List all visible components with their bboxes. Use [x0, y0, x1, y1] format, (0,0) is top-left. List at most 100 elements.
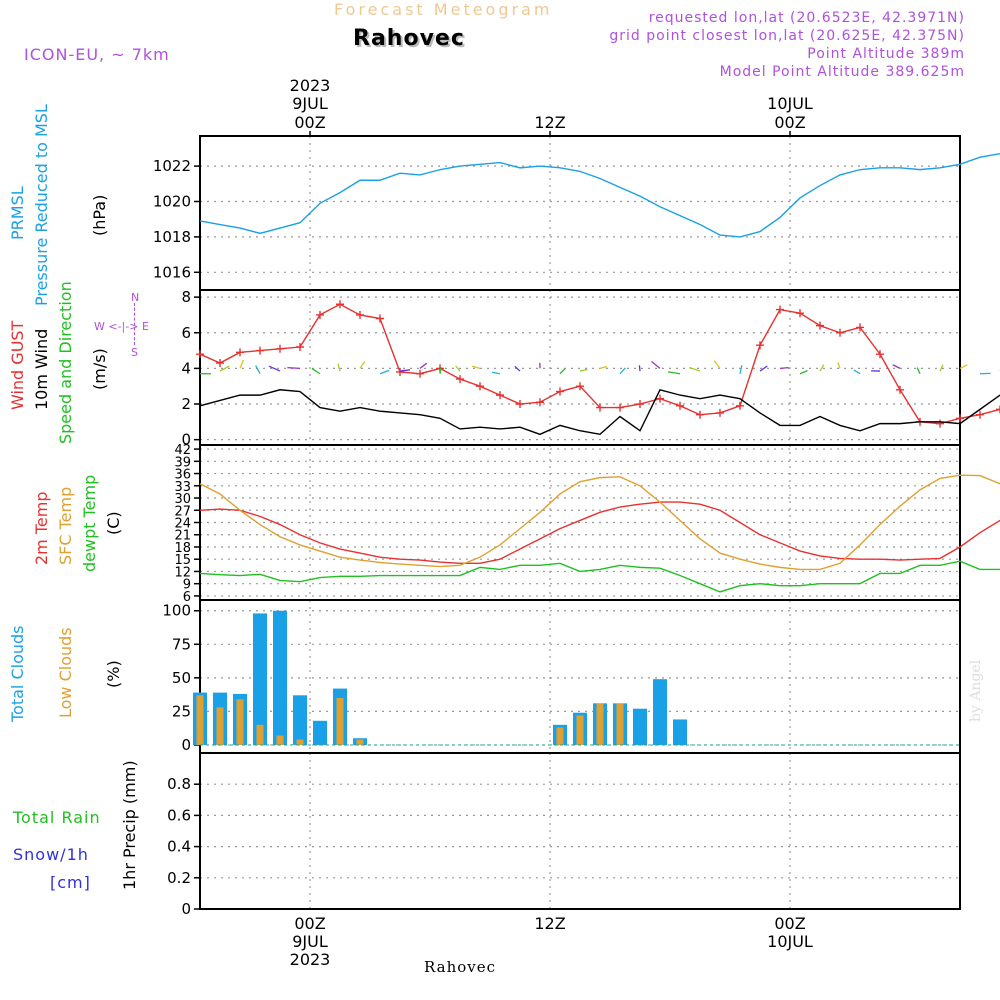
wind-direction-arrow	[219, 365, 230, 372]
wind-direction-arrow	[667, 371, 681, 375]
wind-gust-marker	[516, 400, 524, 409]
clouds-ytick-label: 100	[162, 602, 191, 620]
wind-gust-marker	[396, 367, 404, 376]
wind-direction-arrow	[939, 364, 944, 372]
total-cloud-bar	[673, 719, 687, 745]
total-cloud-bar	[293, 695, 307, 745]
wind-direction-arrow	[713, 360, 721, 369]
wind-gust-marker	[996, 405, 1000, 414]
wind-gust-marker	[616, 403, 624, 412]
wind-direction-arrow	[287, 366, 301, 370]
bottom-date-label: 9JUL	[292, 932, 328, 951]
wind-direction-arrow	[379, 369, 390, 375]
wind-gust-marker	[296, 343, 304, 352]
wind-direction-arrow	[837, 362, 841, 369]
wind-gust-marker	[216, 359, 224, 368]
bottom-date-label: 10JUL	[767, 932, 813, 951]
temperature-ytick-label: 15	[174, 553, 191, 568]
wind-direction-arrow	[739, 365, 743, 374]
wind-direction-arrow	[651, 360, 661, 369]
precipitation-frame	[199, 752, 961, 910]
wind-direction-arrow	[399, 369, 411, 372]
total-cloud-bar	[253, 613, 267, 745]
wind-gust-marker	[816, 321, 824, 330]
pressure-ytick-label: 1020	[153, 192, 191, 210]
wind-gust-marker	[416, 369, 424, 378]
temperature-ytick-label: 24	[174, 517, 191, 532]
wind-gust-marker	[976, 410, 984, 419]
wind-gust-marker	[356, 310, 364, 319]
low-cloud-bar	[216, 707, 224, 745]
wind-gust-marker	[796, 309, 804, 318]
bottom-time-label: 00Z	[774, 914, 805, 933]
temperature-ytick-label: 12	[174, 565, 191, 580]
wind-gust-marker	[456, 375, 464, 384]
wind-direction-arrow	[638, 365, 641, 372]
pressure-frame	[199, 135, 961, 291]
low-cloud-bar	[616, 703, 624, 745]
wind-direction-arrow	[599, 365, 608, 370]
wind-gust-marker	[936, 419, 944, 428]
wind-direction-arrow	[689, 366, 701, 372]
wind-gust-marker	[596, 403, 604, 412]
low-cloud-bar	[576, 715, 584, 745]
wind-ytick-label: 2	[181, 395, 191, 413]
wind-direction-arrow	[239, 359, 244, 369]
compass-s: S	[131, 346, 138, 359]
top-time-label: 12Z	[534, 113, 565, 132]
wind-gust-marker	[196, 350, 204, 359]
wind-ytick-label: 8	[181, 288, 191, 306]
clouds-ytick-label: 0	[181, 736, 191, 754]
wind-direction-arrow	[268, 365, 281, 372]
top-time-label: 00Z	[774, 113, 805, 132]
low-cloud-bar	[196, 695, 204, 745]
wind-direction-arrow	[853, 369, 861, 375]
pressure-line	[199, 153, 1000, 238]
model-label: ICON-EU, ~ 7km	[24, 45, 170, 64]
wind-direction-arrow	[579, 368, 588, 372]
top-time-label: 00Z	[294, 113, 325, 132]
info-point-altitude: Point Altitude 389m	[807, 46, 965, 62]
wind-direction-arrow	[559, 368, 566, 375]
wind-ytick-label: 6	[181, 324, 191, 342]
info-requested-coords: requested lon,lat (20.6523E, 42.3971N)	[648, 10, 965, 26]
station-name: Rahovec	[353, 26, 465, 51]
wind-direction-arrow	[759, 365, 768, 372]
wind-gust-marker	[236, 348, 244, 357]
meteogram-title: Forecast Meteogram	[334, 0, 553, 19]
temperature-ytick-label: 18	[174, 541, 191, 556]
wind-ytick-label: 0	[181, 431, 191, 449]
temperature-ytick-label: 27	[174, 504, 191, 519]
wind-gust-marker	[876, 350, 884, 359]
wind-gust-marker	[336, 300, 344, 309]
wind-gust-marker	[316, 310, 324, 319]
wind-gust-marker	[576, 382, 584, 391]
wind-gust-marker	[836, 328, 844, 337]
wind-frame	[199, 289, 961, 446]
low-cloud-bar	[556, 727, 564, 745]
wind-direction-arrow	[916, 367, 921, 375]
footer-station: Rahovec	[424, 958, 497, 976]
temperature-ytick-label: 33	[174, 480, 191, 495]
low-cloud-bar	[596, 703, 604, 745]
wind-direction-arrow	[892, 364, 901, 369]
wind-gust-marker	[696, 410, 704, 419]
wind-direction-arrow	[514, 365, 521, 372]
low-cloud-bar	[236, 699, 244, 745]
wind-gust-marker	[256, 346, 264, 355]
temperature-ytick-label: 6	[183, 590, 191, 605]
temperature-ytick-label: 30	[174, 492, 191, 507]
wind-gust-marker	[776, 305, 784, 314]
clouds-ytick-label: 50	[172, 669, 191, 687]
wind-direction-arrow	[419, 362, 428, 369]
wind-direction-arrow	[255, 365, 261, 375]
wind-direction-arrow	[359, 361, 366, 369]
total-cloud-bar	[633, 708, 647, 745]
precip-rain-label: Total Rain	[13, 808, 101, 827]
wind-gust-marker	[676, 401, 684, 410]
info-model-altitude: Model Point Altitude 389.625m	[719, 64, 965, 80]
wind-gust-marker	[556, 387, 564, 396]
precipitation-ytick-label: 0.8	[167, 775, 191, 793]
wind-gust-marker	[536, 398, 544, 407]
